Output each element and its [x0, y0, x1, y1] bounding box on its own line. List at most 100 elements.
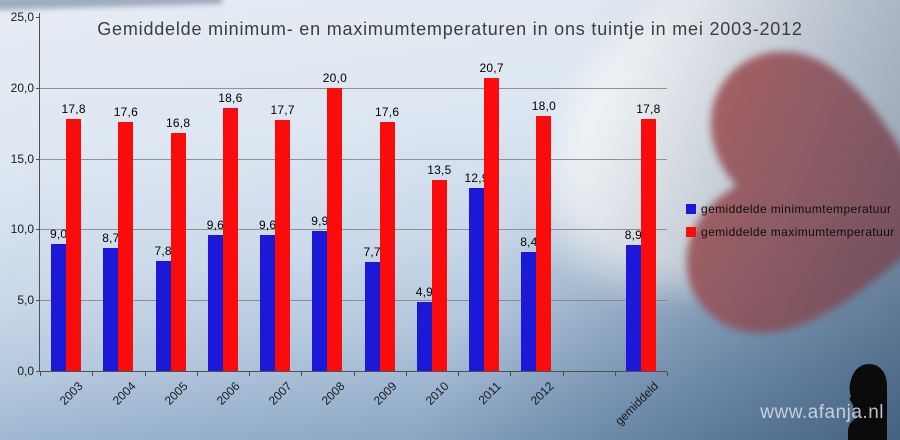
value-label-min-2011: 12,9 — [464, 171, 489, 186]
y-axis-tick — [36, 17, 40, 18]
bar-min-2006 — [207, 235, 223, 371]
legend-label: gemiddelde minimumtemperatuur — [701, 202, 892, 216]
bar-max-2007 — [275, 120, 291, 371]
y-axis-label: 0,0 — [17, 364, 34, 378]
x-axis-tick — [510, 372, 512, 376]
bar-max-2005 — [170, 133, 186, 371]
value-label-max-2012: 18,0 — [531, 99, 556, 114]
chart-title: Gemiddelde minimum- en maximumtemperatur… — [97, 19, 803, 39]
person-silhouette-icon — [848, 364, 887, 440]
bar-min-2007 — [260, 235, 276, 371]
bar-max-2008 — [327, 87, 343, 371]
x-axis-label-2010: 2010 — [422, 379, 452, 408]
value-label-min-gemiddeld: 8,9 — [624, 227, 643, 242]
y-axis-label: 10,0 — [10, 222, 34, 237]
value-label-min-2003: 9,0 — [49, 226, 68, 241]
bar-max-2004 — [118, 121, 134, 371]
legend-label: gemiddelde maximumtemperatuur — [701, 225, 895, 239]
bar-max-2010 — [431, 179, 447, 371]
x-axis-label-2009: 2009 — [370, 379, 400, 408]
bar-max-2003 — [66, 118, 82, 371]
x-axis-tick — [196, 372, 198, 376]
x-axis-tick — [405, 372, 407, 376]
x-axis-label-2006: 2006 — [213, 379, 243, 408]
value-label-min-2010: 4,9 — [415, 284, 434, 299]
value-label-min-2007: 9,6 — [258, 218, 277, 233]
y-axis-tick — [36, 158, 40, 160]
legend-swatch-icon — [686, 227, 696, 237]
value-label-max-2009: 17,6 — [375, 104, 400, 119]
x-axis-label-2003: 2003 — [57, 379, 87, 408]
gridline — [40, 87, 667, 89]
y-axis-label: 25,0 — [10, 10, 34, 24]
x-axis-tick — [562, 372, 564, 376]
bar-max-gemiddeld — [640, 118, 656, 371]
x-axis-tick — [353, 372, 355, 376]
x-axis-label-2005: 2005 — [161, 379, 191, 408]
x-axis-label-2007: 2007 — [266, 379, 296, 408]
legend-row: gemiddelde maximumtemperatuur — [686, 225, 895, 239]
value-label-min-2008: 9,9 — [311, 213, 329, 228]
x-axis-tick — [249, 372, 250, 376]
value-label-max-2004: 17,6 — [113, 104, 138, 119]
heart-shape — [623, 4, 900, 396]
value-label-max-2008: 20,0 — [322, 70, 347, 85]
value-label-max-2007: 17,7 — [270, 103, 295, 118]
value-label-max-2005: 16,8 — [166, 116, 191, 131]
x-axis-tick — [458, 372, 459, 376]
y-axis-tick — [36, 87, 40, 89]
value-label-max-2010: 13,5 — [427, 162, 452, 177]
heart-icon — [686, 51, 900, 334]
x-axis-line — [40, 371, 667, 372]
x-axis-label-2004: 2004 — [109, 379, 139, 408]
y-axis-tick — [36, 371, 40, 372]
y-axis-line — [39, 13, 40, 372]
bar-min-2008 — [312, 230, 328, 371]
legend: gemiddelde minimumtemperatuur gemiddelde … — [686, 202, 895, 248]
bar-max-2006 — [222, 107, 238, 371]
value-label-min-2006: 9,6 — [206, 218, 225, 233]
value-label-max-gemiddeld: 17,8 — [636, 101, 661, 116]
x-axis-label-2008: 2008 — [318, 379, 348, 408]
gridline — [40, 300, 667, 302]
bar-min-2004 — [103, 247, 119, 371]
x-axis-label-2011: 2011 — [475, 379, 505, 408]
watermark: www.afanja.nl — [760, 402, 884, 423]
legend-swatch-icon — [686, 204, 696, 214]
y-axis-tick — [36, 300, 40, 302]
gridline — [40, 158, 667, 160]
x-axis-tick — [144, 372, 146, 376]
bar-min-2005 — [155, 260, 171, 371]
value-label-min-2004: 8,7 — [102, 230, 120, 245]
value-label-max-2006: 18,6 — [218, 90, 243, 105]
x-axis-tick — [614, 372, 616, 376]
y-axis-label: 15,0 — [10, 151, 34, 166]
y-axis-tick — [36, 229, 40, 231]
legend-row: gemiddelde minimumtemperatuur — [686, 202, 895, 216]
value-label-min-2009: 7,7 — [363, 244, 381, 259]
x-axis-tick — [40, 372, 41, 376]
x-axis-tick — [301, 372, 303, 376]
y-axis-label: 5,0 — [17, 293, 34, 308]
value-label-max-2003: 17,8 — [61, 101, 86, 116]
value-label-max-2011: 20,7 — [479, 60, 504, 75]
x-axis-tick — [667, 372, 668, 376]
bar-min-2012 — [521, 252, 537, 371]
bar-min-2010 — [416, 301, 432, 371]
value-label-min-2012: 8,4 — [520, 235, 538, 250]
x-axis-label-2012: 2012 — [527, 379, 557, 408]
bar-min-gemiddeld — [625, 244, 641, 371]
y-axis-label: 20,0 — [10, 80, 34, 95]
x-axis-tick — [92, 372, 94, 376]
background-edge-sliver — [0, 0, 223, 11]
x-axis-label-gemiddeld: gemiddeld — [611, 379, 661, 429]
bar-max-2011 — [484, 77, 500, 371]
gridline — [40, 229, 667, 231]
bar-min-2009 — [364, 261, 380, 371]
bar-min-2003 — [51, 243, 67, 371]
bar-max-2009 — [379, 121, 395, 371]
value-label-min-2005: 7,8 — [154, 243, 172, 258]
bar-max-2012 — [536, 116, 552, 371]
bar-min-2011 — [469, 188, 485, 371]
